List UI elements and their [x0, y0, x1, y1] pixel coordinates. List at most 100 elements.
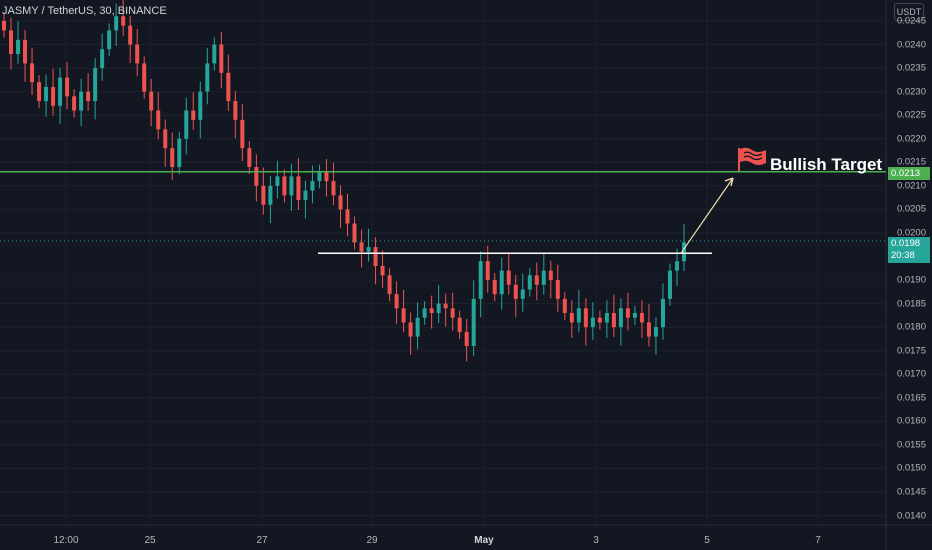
candle-body	[156, 110, 161, 130]
candle-body	[682, 242, 686, 262]
time-tick-label: 12:00	[53, 535, 79, 546]
candle-body	[576, 308, 581, 323]
candle-body	[555, 280, 560, 299]
candle-body	[548, 270, 553, 281]
candle-body	[37, 82, 42, 102]
price-tick-label: 0.0235	[896, 62, 926, 74]
price-axis-bg	[886, 0, 932, 550]
candle-body	[23, 39, 28, 64]
candle-body	[485, 261, 490, 281]
candle-body	[296, 176, 301, 200]
candle-body	[667, 270, 672, 299]
candle-body	[527, 275, 532, 290]
candle-body	[254, 167, 259, 186]
candle-body	[499, 270, 504, 295]
candle-body	[44, 86, 49, 102]
candle-body	[331, 181, 336, 196]
candle-body	[604, 313, 609, 323]
candle-body	[30, 63, 35, 83]
candle-body	[513, 284, 518, 299]
candle-body	[471, 298, 476, 346]
candle-body	[408, 322, 413, 337]
candle-body	[583, 308, 588, 328]
candle-body	[338, 195, 343, 210]
candle-body	[562, 298, 567, 314]
candle-body	[401, 308, 406, 323]
candle-body	[653, 327, 658, 337]
candle-body	[359, 242, 364, 252]
candle-body	[226, 72, 231, 102]
candle-body	[219, 44, 224, 73]
candle-body	[310, 181, 315, 191]
price-tick-label: 0.0210	[896, 180, 926, 192]
candle-body	[520, 289, 525, 299]
candle-body	[317, 171, 322, 182]
arrow-head	[724, 177, 734, 187]
time-tick-label: 3	[593, 535, 599, 546]
price-tick-label: 0.0205	[896, 203, 926, 215]
candle-body	[429, 308, 434, 314]
current-price-tag: 0.0198 20:38	[888, 237, 930, 263]
price-tick-label: 0.0220	[896, 133, 926, 145]
candle-body	[345, 209, 350, 224]
candle-body	[324, 171, 329, 182]
candle-body	[79, 91, 84, 111]
candle-body	[163, 129, 168, 149]
candle-body	[352, 223, 357, 243]
candle-body	[478, 261, 483, 299]
time-tick-label: 7	[815, 535, 821, 546]
candle-body	[380, 265, 385, 276]
current-price: 0.0198	[891, 238, 921, 249]
candle-body	[590, 317, 595, 328]
candle-body	[121, 16, 126, 26]
candle-body	[660, 298, 665, 328]
candle-body	[170, 148, 175, 168]
time-tick-label: 5	[704, 535, 710, 546]
flag-icon	[738, 147, 766, 171]
price-tick-label: 0.0165	[896, 392, 926, 404]
price-tick-label: 0.0245	[896, 15, 926, 27]
candle-body	[135, 44, 140, 64]
price-tick-label: 0.0145	[896, 486, 926, 498]
target-price-tag: 0.0213	[888, 167, 930, 180]
bar-countdown: 20:38	[891, 250, 915, 261]
candle-body	[275, 176, 280, 186]
price-tick-label: 0.0140	[896, 510, 926, 522]
price-tick-label: 0.0160	[896, 415, 926, 427]
price-tick-label: 0.0240	[896, 39, 926, 51]
candle-body	[618, 308, 623, 328]
candle-body	[569, 313, 574, 323]
candle-body	[107, 30, 112, 50]
candle-body	[464, 331, 469, 346]
candle-body	[450, 308, 455, 318]
candle-body	[86, 91, 91, 102]
candle-body	[191, 110, 196, 120]
time-tick-label: 27	[256, 535, 268, 546]
candle-body	[422, 308, 427, 318]
candle-body	[9, 30, 14, 54]
candle-body	[2, 21, 6, 31]
candle-body	[597, 317, 602, 323]
candle-body	[674, 261, 679, 271]
price-tick-label: 0.0150	[896, 462, 926, 474]
candle-body	[128, 25, 133, 45]
symbol-title[interactable]: JASMY / TetherUS, 30, BINANCE	[2, 5, 167, 17]
candle-body	[457, 317, 462, 332]
bullish-target-label: Bullish Target	[770, 155, 883, 174]
price-tick-label: 0.0185	[896, 298, 926, 310]
candle-body	[212, 44, 217, 64]
candle-body	[492, 280, 497, 295]
currency-badge[interactable]: USDT	[894, 3, 924, 21]
price-tick-label: 0.0175	[896, 345, 926, 357]
candle-body	[415, 317, 420, 337]
candle-body	[436, 303, 441, 314]
time-tick-label: 29	[366, 535, 378, 546]
candle-body	[394, 294, 399, 309]
candle-body	[632, 313, 637, 318]
candle-body	[198, 91, 203, 120]
time-tick-label: May	[474, 535, 494, 546]
candle-body	[443, 303, 448, 309]
candle-body	[149, 91, 154, 111]
candle-body	[205, 63, 210, 92]
